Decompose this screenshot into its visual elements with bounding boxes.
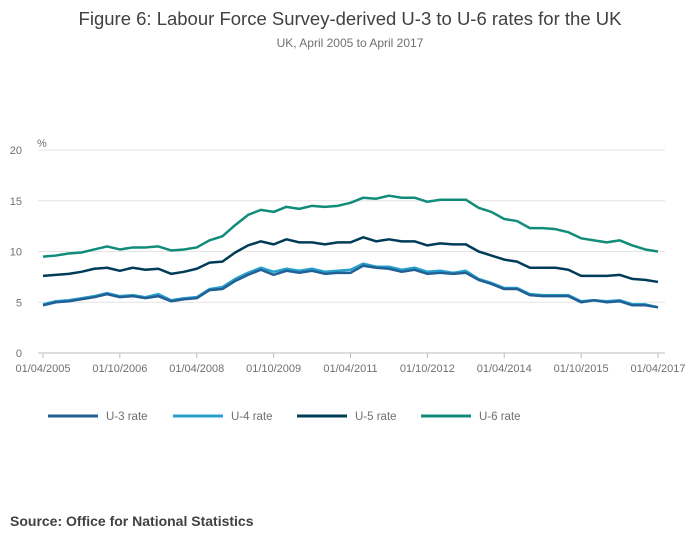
- line-chart: 0 5 10 15 20% 01/04/2005 01/10/2006 01/04/2008 0…: [10, 138, 686, 423]
- x-tick-label: 01/04/2005: [15, 363, 70, 375]
- x-tick-label: 01/04/2017: [630, 363, 685, 375]
- y-tick-label: 20: [10, 145, 22, 157]
- y-tick-label: 15: [10, 196, 22, 208]
- y-tick-label: 0: [16, 348, 22, 360]
- y-tick-label: 10: [10, 247, 22, 259]
- chart-subtitle: UK, April 2005 to April 2017: [276, 36, 424, 50]
- series-line-u-6-rate: [42, 194, 659, 258]
- series-line-u-5-rate: [42, 236, 659, 284]
- x-tick-label: 01/10/2015: [554, 363, 609, 375]
- x-tick-label: 01/10/2009: [246, 363, 301, 375]
- legend-label: U-3 rate: [106, 411, 148, 423]
- x-tick-label: 01/10/2006: [92, 363, 147, 375]
- x-tick-label: 01/04/2014: [477, 363, 532, 375]
- x-tick-label: 01/10/2012: [400, 363, 455, 375]
- y-tick-label: 5: [16, 297, 22, 309]
- x-tick-label: 01/04/2008: [169, 363, 224, 375]
- series-line-u-3-rate: [42, 264, 659, 309]
- y-axis-label: %: [37, 138, 47, 150]
- chart-title: Figure 6: Labour Force Survey-derived U-…: [78, 8, 622, 29]
- source-note: Source: Office for National Statistics: [10, 513, 254, 529]
- legend-label: U-5 rate: [355, 411, 397, 423]
- x-tick-label: 01/04/2011: [323, 363, 377, 375]
- legend-label: U-6 rate: [479, 411, 521, 423]
- legend-label: U-4 rate: [231, 411, 273, 423]
